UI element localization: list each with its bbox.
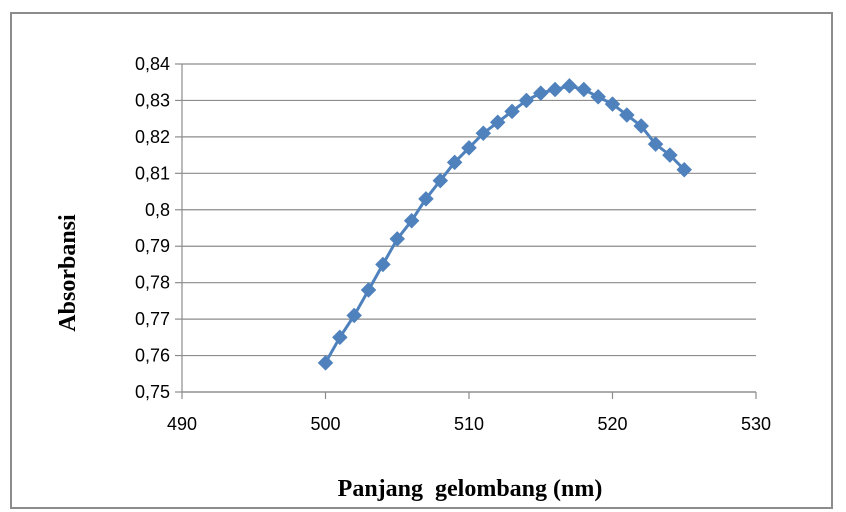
y-tick-label: 0,75: [135, 382, 170, 402]
y-tick-label: 0,76: [135, 346, 170, 366]
y-tick-label: 0,81: [135, 163, 170, 183]
x-tick-label: 500: [310, 414, 340, 434]
data-point: [676, 161, 693, 178]
x-axis-title: Panjang gelombang (nm): [338, 476, 603, 502]
x-tick-labels: 490 500 510 520 530: [167, 414, 771, 434]
data-point: [662, 147, 678, 163]
y-tick-label: 0,84: [135, 54, 170, 74]
data-point: [590, 88, 607, 105]
data-point: [561, 78, 578, 94]
y-tick-label: 0,82: [135, 127, 170, 147]
data-point: [461, 139, 477, 156]
y-tick-label: 0,83: [135, 90, 170, 110]
data-point: [403, 212, 420, 229]
y-tick-label: 0,78: [135, 273, 170, 293]
x-tick-label: 490: [167, 414, 197, 434]
data-point: [547, 81, 563, 98]
data-point: [489, 114, 506, 131]
data-point: [446, 154, 463, 171]
gridlines: [182, 63, 756, 393]
data-point: [375, 256, 391, 273]
x-tick-label: 510: [454, 414, 484, 434]
data-point: [532, 85, 549, 102]
x-tick-label: 520: [597, 414, 627, 434]
data-point: [360, 282, 377, 298]
data-point: [504, 103, 520, 120]
data-point: [418, 190, 434, 207]
chart-frame: [10, 12, 833, 509]
data-point: [618, 107, 635, 123]
data-point: [647, 136, 664, 153]
y-tick-label: 0,8: [145, 200, 170, 220]
axes: [175, 63, 757, 399]
data-point: [518, 92, 535, 109]
data-point: [575, 81, 592, 98]
y-tick-label: 0,79: [135, 236, 170, 256]
data-point: [331, 329, 348, 346]
y-axis-title: Absorbansi: [55, 214, 81, 332]
y-tick-labels: 0,75 0,76 0,77 0,78 0,79 0,8 0,81 0,82 0,83 0,84: [135, 54, 170, 402]
data-point: [633, 118, 650, 134]
data-point: [317, 354, 334, 371]
data-point: [475, 125, 492, 142]
data-point: [389, 231, 406, 247]
x-tick-label: 530: [741, 414, 771, 434]
data-series: [317, 78, 693, 371]
series-line: [324, 84, 686, 364]
y-tick-label: 0,77: [135, 309, 170, 329]
data-point: [346, 307, 363, 324]
data-point: [604, 96, 621, 112]
data-point: [432, 172, 449, 189]
